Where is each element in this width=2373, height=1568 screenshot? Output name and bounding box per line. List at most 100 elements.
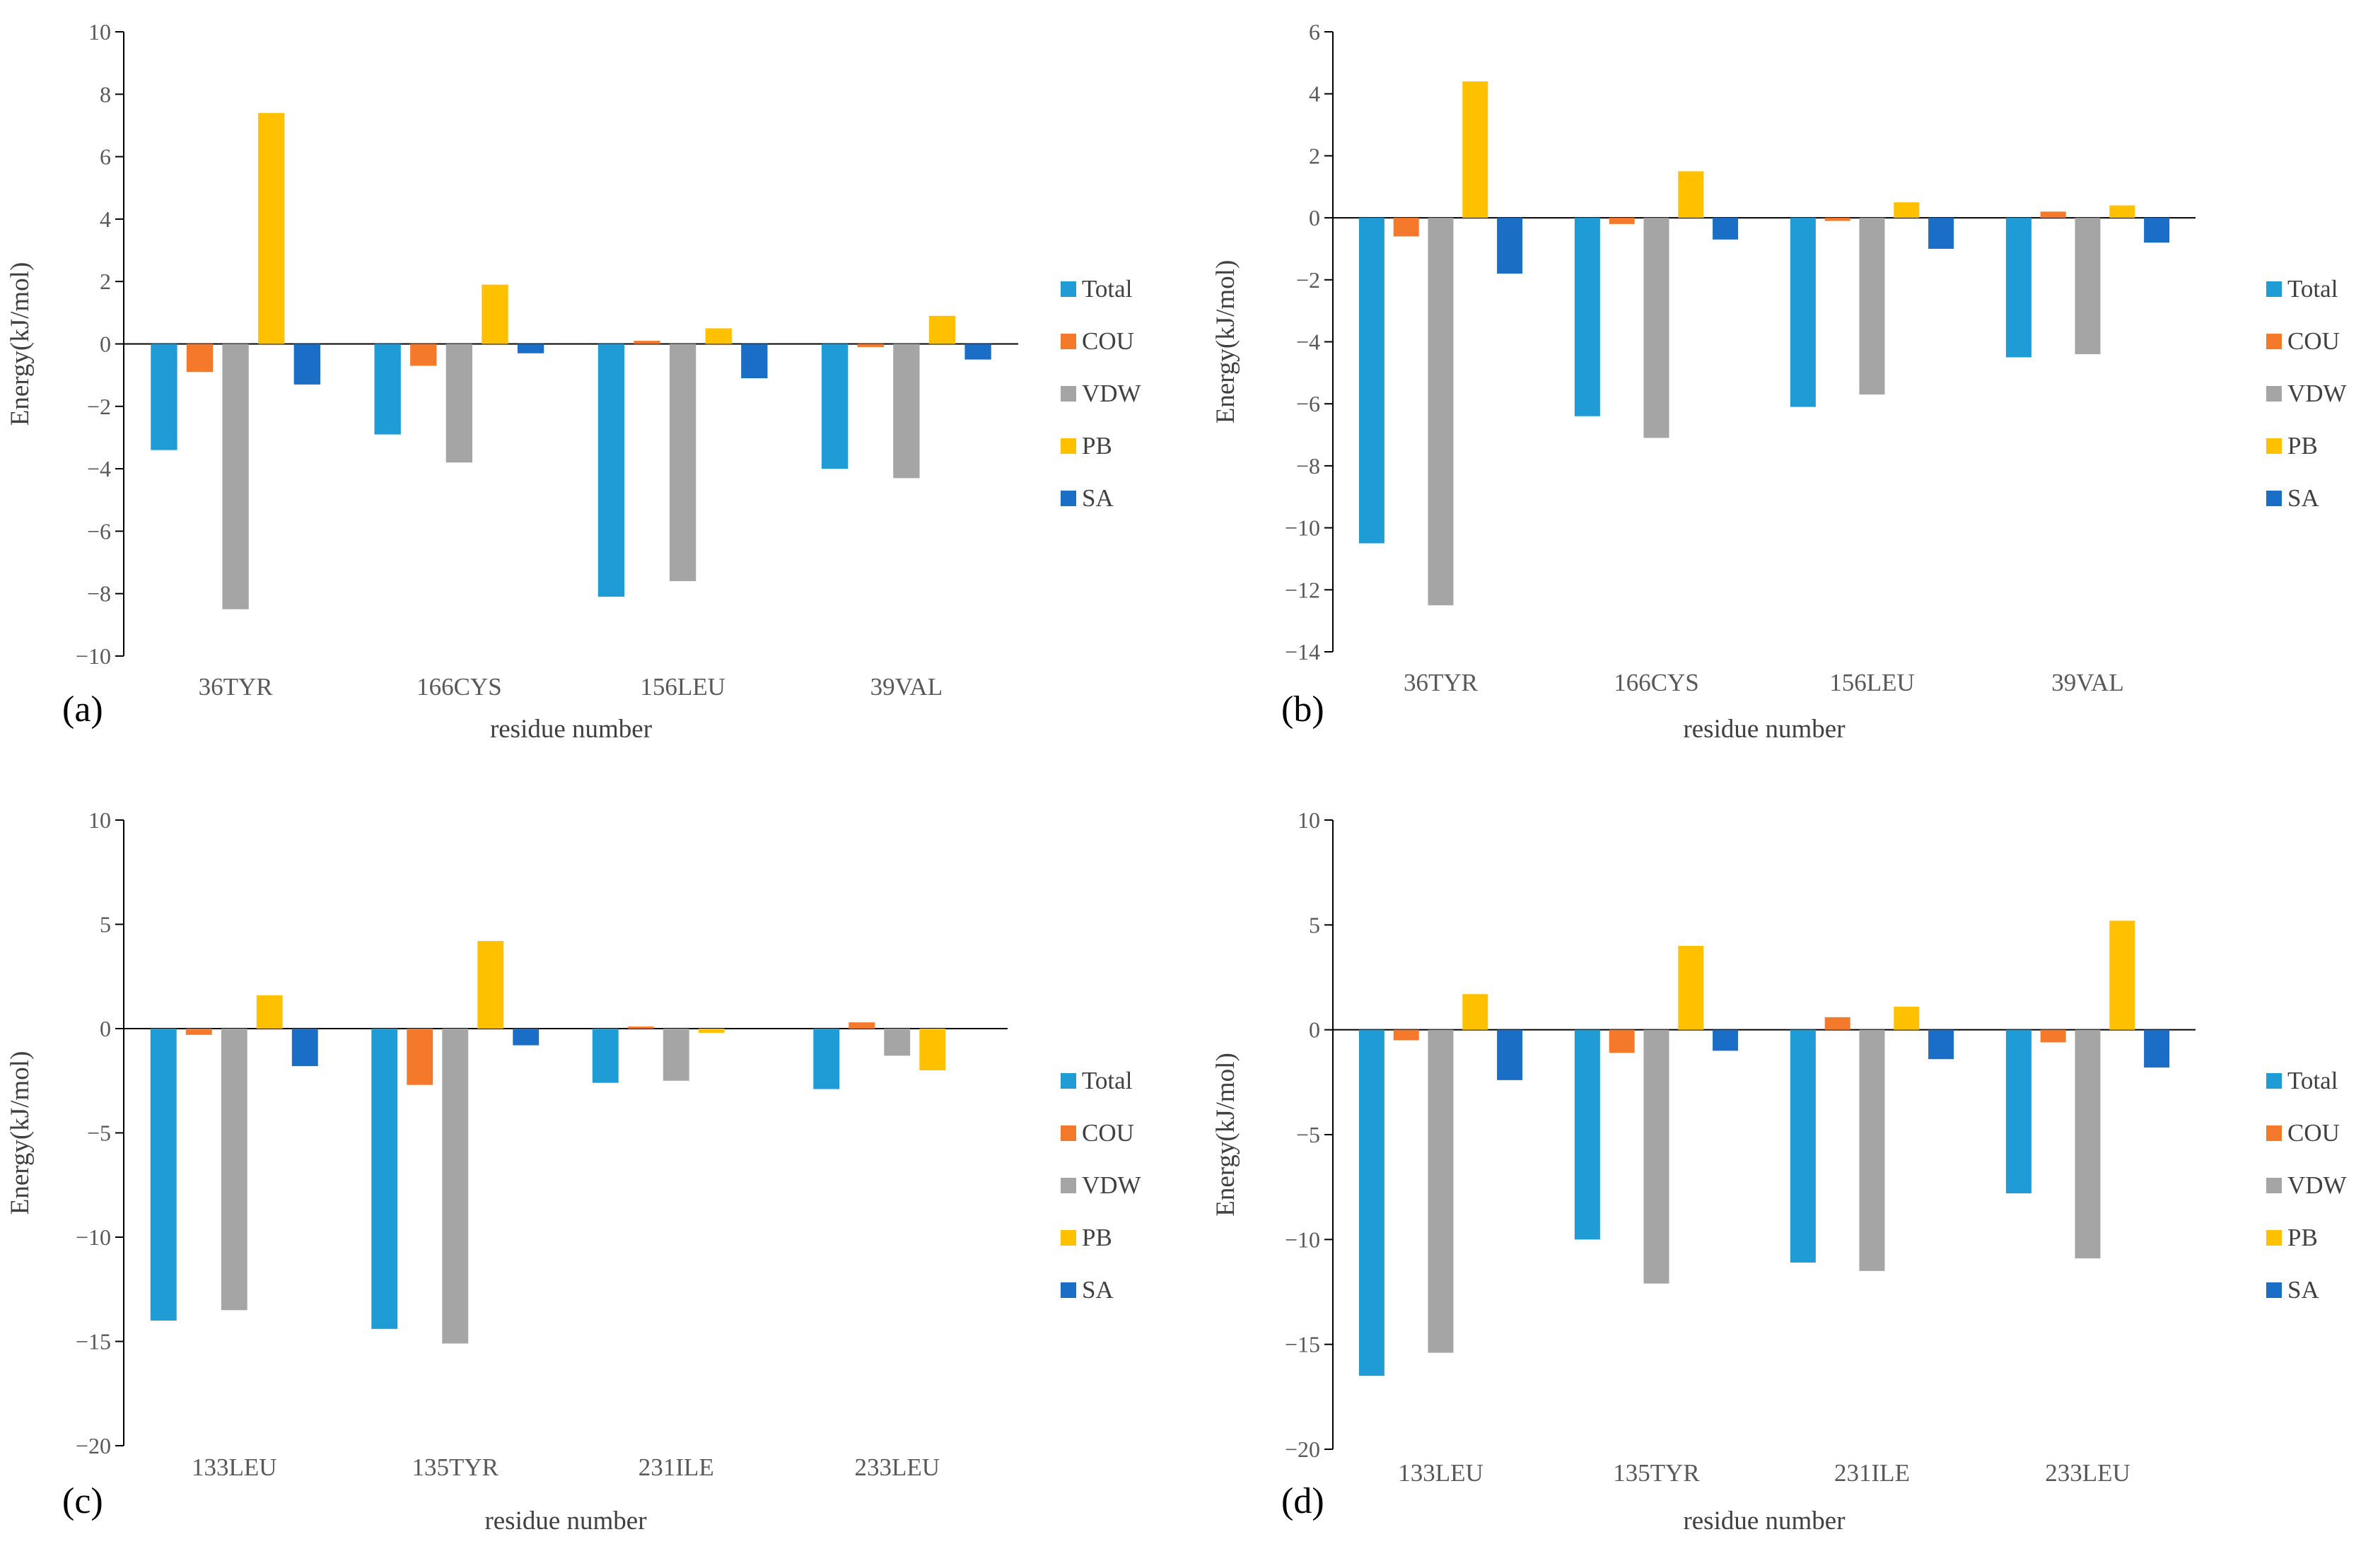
legend-label-cou: COU [1082,1119,1134,1147]
bar-vdw-231ile [663,1029,689,1081]
y-tick-label: 10 [88,19,111,45]
bar-vdw-133leu [1428,1030,1454,1353]
y-tick-label: 4 [100,206,111,232]
bar-pb-39val [929,316,955,344]
bar-sa-133leu [292,1029,318,1066]
bar-pb-135tyr [477,941,503,1029]
legend-swatch-pb [1061,1230,1076,1246]
legend-label-total: Total [2287,275,2338,303]
bar-sa-156leu [741,344,767,379]
legend-label-pb: PB [2287,1224,2318,1251]
bar-total-156leu [598,344,624,597]
x-category-label: 36TYR [199,673,274,701]
bar-vdw-39val [2075,218,2101,354]
x-category-label: 156LEU [1829,669,1915,696]
bar-total-36tyr [151,344,177,450]
legend-label-total: Total [1082,1067,1133,1094]
y-tick-label: 6 [1309,19,1320,45]
y-axis-title: Energy(kJ/mol) [6,1051,35,1215]
x-category-label: 135TYR [412,1453,499,1481]
y-tick-label: −8 [1296,453,1320,479]
bar-vdw-135tyr [1644,1030,1669,1284]
legend-label-total: Total [1082,275,1133,303]
legend-swatch-pb [2266,1230,2282,1246]
legend-swatch-total [2266,1073,2282,1089]
y-tick-label: −4 [1296,329,1320,355]
bar-vdw-39val [893,344,919,479]
x-category-label: 166CYS [1614,669,1699,696]
bar-pb-36tyr [258,113,284,344]
legend-swatch-sa [2266,1282,2282,1298]
x-category-label: 39VAL [870,673,943,701]
bar-vdw-231ile [1860,1030,1885,1271]
bar-cou-36tyr [187,344,213,373]
legend-label-vdw: VDW [1082,380,1141,407]
bar-vdw-36tyr [1428,218,1454,605]
legend-swatch-cou [2266,1125,2282,1141]
bar-sa-233leu [2144,1030,2169,1067]
bar-total-231ile [593,1029,619,1083]
y-tick-label: 0 [100,332,111,357]
bar-sa-36tyr [1497,218,1522,274]
bar-pb-133leu [257,995,283,1029]
legend-swatch-vdw [2266,386,2282,402]
panel-label: (b) [1281,689,1324,730]
y-tick-label: −6 [87,518,111,544]
x-category-label: 133LEU [192,1453,277,1481]
bar-sa-36tyr [294,344,320,385]
bar-vdw-233leu [2075,1030,2101,1258]
bar-cou-133leu [1394,1030,1419,1041]
y-tick-label: −2 [87,394,111,419]
bar-sa-39val [2144,218,2169,242]
y-tick-label: 2 [100,269,111,294]
y-tick-label: −10 [76,643,111,669]
bar-cou-233leu [2041,1030,2066,1043]
bar-sa-166cys [1713,218,1738,240]
y-tick-label: 5 [100,912,111,937]
x-category-label: 133LEU [1398,1459,1483,1487]
y-axis-title: Energy(kJ/mol) [6,262,35,426]
y-axis-title: Energy(kJ/mol) [1211,260,1240,424]
bar-total-166cys [375,344,401,435]
x-category-label: 36TYR [1404,669,1479,696]
x-category-label: 233LEU [854,1453,940,1481]
bar-cou-166cys [410,344,436,366]
bar-pb-156leu [706,328,732,344]
legend-swatch-cou [1061,1125,1076,1141]
bar-pb-39val [2109,206,2135,218]
legend-swatch-vdw [2266,1178,2282,1193]
bar-pb-36tyr [1462,81,1488,218]
bar-sa-135tyr [1713,1030,1738,1051]
y-tick-label: −10 [76,1224,111,1250]
bar-vdw-156leu [1860,218,1885,394]
legend-label-sa: SA [2287,484,2319,512]
bar-sa-231ile [1928,1030,1954,1060]
panel-label: (d) [1281,1481,1324,1521]
legend-swatch-cou [2266,334,2282,349]
bar-cou-231ile [628,1026,654,1029]
y-tick-label: −2 [1296,267,1320,293]
legend-label-cou: COU [1082,327,1134,355]
bar-total-233leu [813,1029,839,1089]
panel-label: (c) [62,1481,103,1521]
bar-vdw-135tyr [442,1029,468,1343]
bar-pb-231ile [699,1029,725,1033]
bar-cou-135tyr [407,1029,433,1085]
bar-total-233leu [2006,1030,2031,1193]
y-tick-label: −5 [87,1121,111,1146]
y-tick-label: 10 [88,807,111,833]
bar-pb-156leu [1894,202,1919,218]
y-tick-label: 6 [100,144,111,170]
y-tick-label: −12 [1285,577,1320,602]
x-category-label: 156LEU [640,673,725,701]
y-tick-label: −10 [1285,515,1320,541]
bar-cou-233leu [849,1022,875,1029]
legend-swatch-sa [2266,491,2282,506]
legend-label-pb: PB [1082,432,1112,460]
y-tick-label: −6 [1296,391,1320,416]
bar-total-231ile [1790,1030,1816,1263]
bar-cou-231ile [1825,1017,1850,1030]
legend-label-sa: SA [1082,484,1114,512]
